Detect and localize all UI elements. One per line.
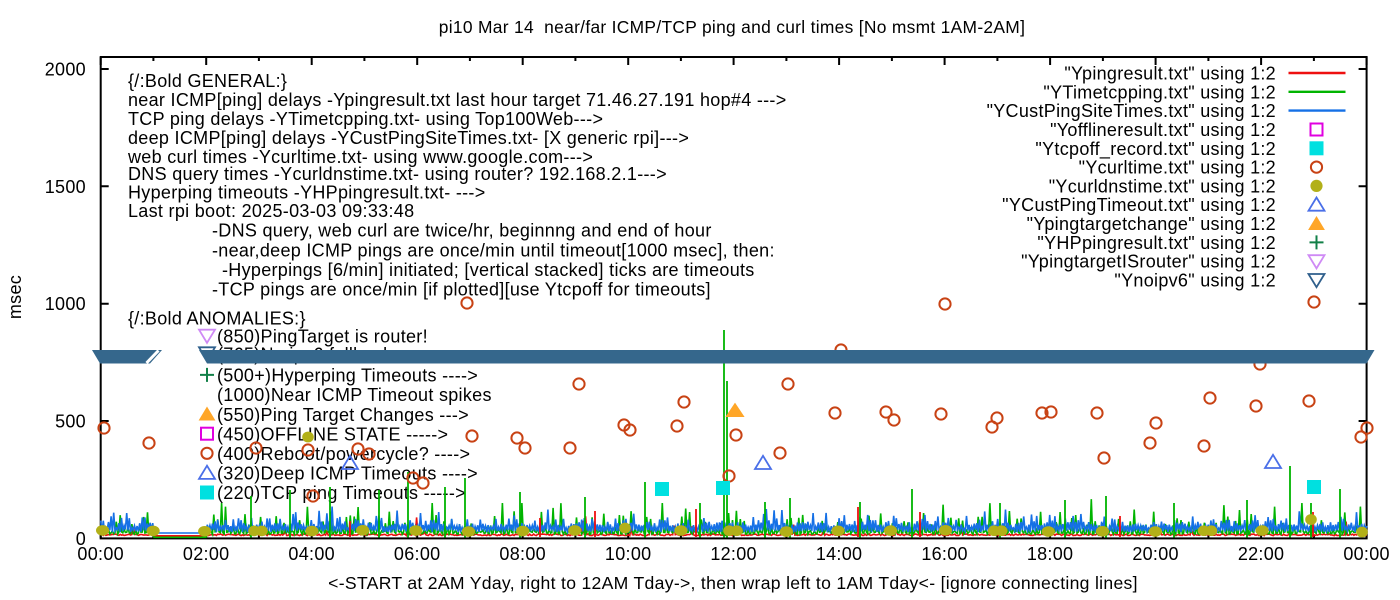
- svg-text:1000: 1000: [45, 294, 86, 314]
- svg-text:"Ycurltime.txt" using 1:2: "Ycurltime.txt" using 1:2: [1079, 158, 1276, 178]
- svg-text:pi10 Mar 14 near/far ICMP/TCP: pi10 Mar 14 near/far ICMP/TCP ping and c…: [439, 17, 1025, 37]
- svg-text:Hyperping timeouts -YHPpingres: Hyperping timeouts -YHPpingresult.txt- -…: [128, 183, 486, 203]
- svg-text:"Ypingresult.txt" using 1:2: "Ypingresult.txt" using 1:2: [1064, 64, 1276, 84]
- svg-text:TCP ping delays -YTimetcpping.: TCP ping delays -YTimetcpping.txt- using…: [128, 109, 603, 129]
- svg-text:02:00: 02:00: [183, 544, 230, 564]
- svg-text:msec: msec: [5, 275, 25, 319]
- svg-text:(400)Reboot/powercycle? ---->: (400)Reboot/powercycle? ---->: [217, 444, 470, 464]
- svg-text:00:00: 00:00: [1343, 544, 1390, 564]
- svg-text:18:00: 18:00: [1027, 544, 1074, 564]
- svg-text:"Ypingtargetchange" using 1:2: "Ypingtargetchange" using 1:2: [1027, 214, 1276, 234]
- svg-text:500: 500: [55, 412, 86, 432]
- svg-text:deep ICMP[ping] delays -YCustP: deep ICMP[ping] delays -YCustPingSiteTim…: [128, 128, 689, 148]
- svg-text:1500: 1500: [45, 177, 86, 197]
- svg-text:{/:Bold ANOMALIES:}: {/:Bold ANOMALIES:}: [128, 309, 306, 329]
- svg-text:{/:Bold GENERAL:}: {/:Bold GENERAL:}: [128, 71, 287, 91]
- svg-text:"YCustPingSiteTimes.txt" using: "YCustPingSiteTimes.txt" using 1:2: [987, 101, 1276, 121]
- svg-text:"Yofflineresult.txt" using 1:2: "Yofflineresult.txt" using 1:2: [1050, 120, 1276, 140]
- svg-text:08:00: 08:00: [499, 544, 546, 564]
- svg-text:"YTimetcpping.txt" using 1:2: "YTimetcpping.txt" using 1:2: [1043, 82, 1276, 102]
- svg-text:"YCustPingTimeout.txt" using 1: "YCustPingTimeout.txt" using 1:2: [1002, 195, 1276, 215]
- svg-text:web curl times -Ycurltime.txt-: web curl times -Ycurltime.txt- using www…: [127, 147, 593, 167]
- svg-text:06:00: 06:00: [394, 544, 441, 564]
- svg-text:04:00: 04:00: [288, 544, 335, 564]
- svg-text:"YpingtargetISrouter" using 1:: "YpingtargetISrouter" using 1:2: [1021, 252, 1276, 272]
- svg-text:00:00: 00:00: [77, 544, 124, 564]
- svg-text:-DNS query, web curl are twice: -DNS query, web curl are twice/hr, begin…: [212, 221, 712, 241]
- svg-text:-near,deep ICMP pings are once: -near,deep ICMP pings are once/min until…: [212, 241, 775, 261]
- svg-text:(550)Ping Target Changes --->: (550)Ping Target Changes --->: [217, 405, 469, 425]
- svg-text:(320)Deep ICMP Timeouts ---->: (320)Deep ICMP Timeouts ---->: [217, 464, 478, 484]
- svg-text:DNS query times -Ycurldnstime.: DNS query times -Ycurldnstime.txt- using…: [128, 164, 667, 184]
- svg-text:(1000)Near ICMP Timeout spikes: (1000)Near ICMP Timeout spikes: [217, 385, 492, 405]
- svg-text:0: 0: [76, 529, 86, 549]
- svg-text:14:00: 14:00: [816, 544, 863, 564]
- svg-text:10:00: 10:00: [605, 544, 652, 564]
- svg-text:22:00: 22:00: [1238, 544, 1285, 564]
- svg-text:20:00: 20:00: [1132, 544, 1179, 564]
- svg-text:(850)PingTarget is router!: (850)PingTarget is router!: [217, 326, 428, 346]
- svg-text:12:00: 12:00: [710, 544, 757, 564]
- svg-text:"YHPpingresult.txt" using 1:2: "YHPpingresult.txt" using 1:2: [1037, 233, 1276, 253]
- svg-text:"Ycurldnstime.txt" using 1:2: "Ycurldnstime.txt" using 1:2: [1049, 176, 1276, 196]
- svg-text:2000: 2000: [45, 60, 86, 80]
- svg-text:16:00: 16:00: [921, 544, 968, 564]
- svg-text:(450)OFFLINE STATE ----->: (450)OFFLINE STATE ----->: [217, 424, 448, 444]
- svg-text:-TCP pings are once/min [if pl: -TCP pings are once/min [if plotted][use…: [212, 279, 711, 299]
- svg-text:<-START at 2AM Yday, right to: <-START at 2AM Yday, right to 12AM Tday-…: [328, 573, 1138, 593]
- svg-text:(220)TCP ping Timeouts ----->: (220)TCP ping Timeouts ----->: [217, 483, 466, 503]
- svg-text:Last rpi boot: 2025-03-03 09:3: Last rpi boot: 2025-03-03 09:33:48: [128, 201, 414, 221]
- svg-text:"Ytcpoff_record.txt" using 1:2: "Ytcpoff_record.txt" using 1:2: [1035, 139, 1276, 160]
- svg-text:"Ynoipv6" using 1:2: "Ynoipv6" using 1:2: [1114, 271, 1276, 291]
- svg-text:near ICMP[ping] delays -Ypingr: near ICMP[ping] delays -Ypingresult.txt …: [128, 90, 787, 110]
- svg-text:-Hyperpings [6/min] initiated;: -Hyperpings [6/min] initiated; [vertical…: [222, 260, 755, 280]
- svg-text:(500+)Hyperping Timeouts ---->: (500+)Hyperping Timeouts ---->: [217, 366, 478, 386]
